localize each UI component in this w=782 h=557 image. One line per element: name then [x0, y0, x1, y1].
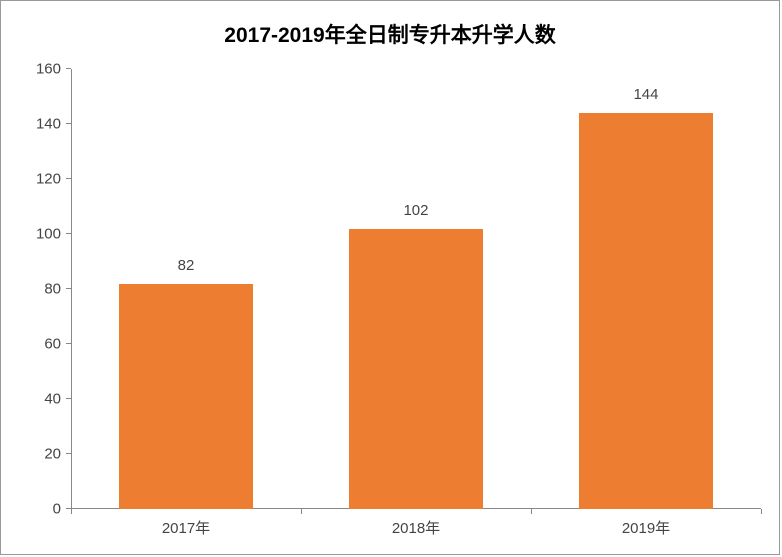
x-tick-mark [301, 509, 302, 514]
x-category-label: 2019年 [622, 517, 670, 538]
x-category-label: 2018年 [392, 517, 440, 538]
y-tick-label: 160 [36, 61, 61, 78]
bar-value-label: 102 [403, 202, 428, 219]
y-tick-label: 40 [44, 391, 61, 408]
chart-container: 2017-2019年全日制专升本升学人数 822017年1022018年1442… [0, 0, 780, 555]
bar-slot: 822017年 [71, 69, 301, 509]
y-tick-label: 140 [36, 116, 61, 133]
y-tick-mark [66, 343, 71, 344]
y-tick-label: 60 [44, 336, 61, 353]
y-tick-label: 0 [53, 501, 61, 518]
bar-value-label: 82 [178, 257, 195, 274]
y-tick-label: 100 [36, 226, 61, 243]
bar-slot: 1022018年 [301, 69, 531, 509]
y-tick-label: 20 [44, 446, 61, 463]
bar: 102 [349, 229, 482, 510]
y-tick-mark [66, 233, 71, 234]
y-tick-mark [66, 288, 71, 289]
bar: 144 [579, 113, 712, 509]
y-tick-mark [66, 178, 71, 179]
x-tick-mark [761, 509, 762, 514]
bar-slot: 1442019年 [531, 69, 761, 509]
bars-wrap: 822017年1022018年1442019年 [71, 69, 761, 509]
x-category-label: 2017年 [162, 517, 210, 538]
y-tick-mark [66, 123, 71, 124]
y-tick-label: 80 [44, 281, 61, 298]
y-tick-mark [66, 453, 71, 454]
bar-value-label: 144 [633, 86, 658, 103]
chart-title: 2017-2019年全日制专升本升学人数 [1, 1, 779, 59]
y-tick-label: 120 [36, 171, 61, 188]
plot-area: 822017年1022018年1442019年 0204060801001201… [71, 69, 761, 509]
y-tick-mark [66, 68, 71, 69]
x-tick-mark [531, 509, 532, 514]
y-tick-mark [66, 398, 71, 399]
bar: 82 [119, 284, 252, 510]
x-tick-mark [71, 509, 72, 514]
